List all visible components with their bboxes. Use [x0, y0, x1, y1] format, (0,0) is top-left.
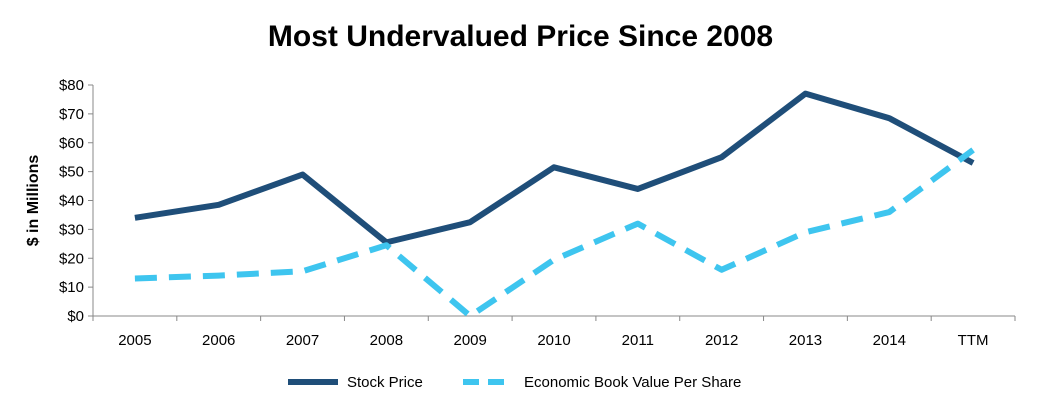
- y-tick-label: $0: [67, 308, 84, 325]
- y-tick-label: $50: [59, 164, 84, 181]
- series-layer: [134, 90, 975, 319]
- y-tick-label: $60: [59, 135, 84, 152]
- y-tick-label: $40: [59, 193, 84, 210]
- x-tick-label: TTM: [958, 332, 989, 349]
- x-tick-label: 2009: [453, 332, 486, 349]
- y-tick-label: $10: [59, 279, 84, 296]
- x-tick-label: 2013: [789, 332, 822, 349]
- y-tick-label: $80: [59, 77, 84, 94]
- x-ticks: 2005 2006 2007 2008 2009 2010 2011 2012 2013 2014…: [92, 316, 1016, 349]
- x-tick-label: 2007: [286, 332, 319, 349]
- x-tick-label: 2005: [118, 332, 151, 349]
- x-tick-label: 2006: [202, 332, 235, 349]
- y-ticks: $0 $10 $20 $30 $40 $50 $60 $70 $80: [59, 77, 93, 325]
- legend-label: Stock Price: [347, 374, 423, 391]
- x-tick-label: 2012: [705, 332, 738, 349]
- legend-label: Economic Book Value Per Share: [524, 374, 741, 391]
- y-tick-label: $30: [59, 221, 84, 238]
- x-tick-label: 2008: [370, 332, 403, 349]
- x-tick-label: 2014: [873, 332, 906, 349]
- x-tick-label: 2010: [537, 332, 570, 349]
- y-tick-label: $70: [59, 106, 84, 123]
- x-tick-label: 2011: [622, 332, 654, 349]
- y-axis-label: $ in Millions: [25, 155, 42, 247]
- y-tick-label: $20: [59, 250, 84, 267]
- legend: Stock Price Economic Book Value Per Share: [288, 374, 741, 391]
- series-line-economic-book-value: [134, 147, 975, 319]
- chart-title: Most Undervalued Price Since 2008: [267, 20, 774, 53]
